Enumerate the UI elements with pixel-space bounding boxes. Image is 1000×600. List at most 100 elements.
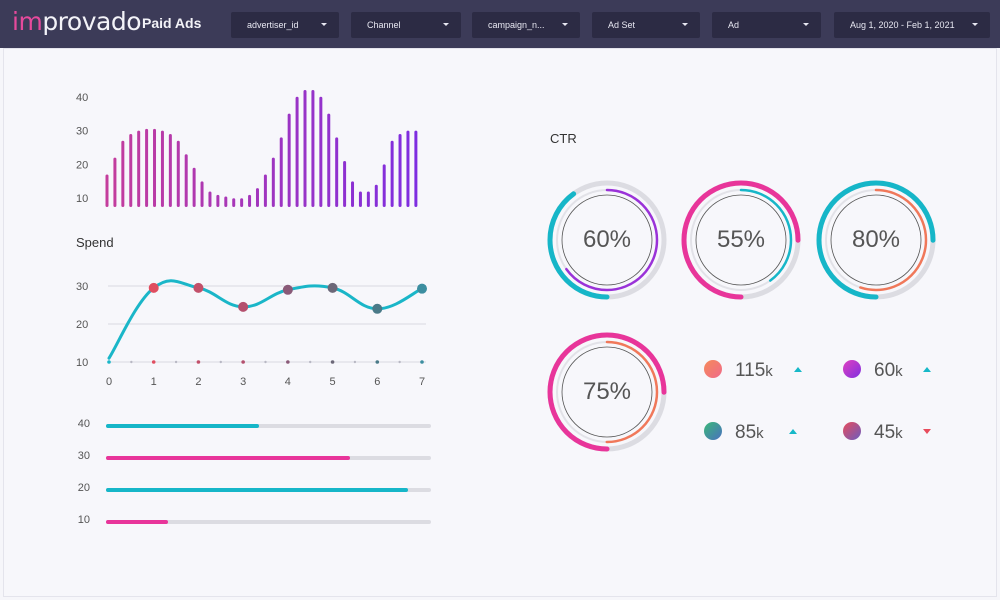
ctr-gauge <box>681 180 801 300</box>
baseline-dot <box>130 360 133 364</box>
chevron-down-icon <box>443 23 449 26</box>
hbar-fill <box>106 456 350 460</box>
stat-value: 60k <box>874 360 903 381</box>
hbar-fill <box>106 424 259 428</box>
dropdown-label: Ad Set <box>608 20 636 30</box>
stat-color-dot <box>704 422 722 440</box>
line-point[interactable] <box>417 283 427 294</box>
bar-mark <box>414 130 418 207</box>
bar-mark <box>319 96 323 207</box>
line-point[interactable] <box>148 282 159 293</box>
ad-dropdown[interactable]: Ad <box>712 12 821 38</box>
bar-mark <box>295 96 299 207</box>
bar-mark <box>390 140 394 207</box>
line-points <box>148 282 427 314</box>
bar-yticks: 10 20 30 40 <box>76 92 88 205</box>
bar-mark <box>406 130 410 207</box>
campaign-name-dropdown[interactable]: campaign_n... <box>472 12 580 38</box>
gauge-outer-arc <box>681 180 801 300</box>
stat-unit: k <box>895 425 903 442</box>
bar-chart-ytick-label: 30 <box>76 126 88 138</box>
bar-mark <box>137 130 141 207</box>
line-point[interactable] <box>327 282 338 293</box>
stat-color-dot <box>704 360 722 378</box>
logo-prefix: im <box>12 7 43 36</box>
advertiser-id-dropdown[interactable]: advertiser_id <box>231 12 339 38</box>
chevron-down-icon <box>562 23 568 26</box>
bar-mark <box>208 191 212 207</box>
baseline-dot <box>174 360 178 364</box>
hbar-fill <box>106 520 168 524</box>
line-xtick-label: 4 <box>285 376 291 388</box>
bar-mark <box>335 137 339 207</box>
baseline-dot <box>309 360 312 364</box>
bar-mark <box>240 198 244 207</box>
hbar-track <box>106 520 431 524</box>
gauge-center <box>695 194 787 286</box>
baseline-dot <box>353 360 357 364</box>
bar-mark <box>351 181 355 207</box>
baseline-dot <box>286 360 290 364</box>
line-baseline-dots <box>107 360 424 364</box>
gauge-outer-arc <box>547 180 667 300</box>
chevron-down-icon <box>682 23 688 26</box>
line-xtick-label: 0 <box>106 376 112 388</box>
gauge-outer-arc <box>547 332 667 452</box>
date-range-dropdown[interactable]: Aug 1, 2020 - Feb 1, 2021 <box>834 12 990 38</box>
hbar-track <box>106 456 431 460</box>
line-xtick-label: 1 <box>151 376 157 388</box>
gauge-inner-arc <box>824 188 928 292</box>
bar-chart: 10 20 30 40 <box>76 90 418 207</box>
gauge-value: 60% <box>582 226 632 253</box>
bar-marks <box>105 90 418 207</box>
line-xticks: 0 1 2 3 4 5 6 7 <box>106 376 425 388</box>
line-xtick-label: 6 <box>374 376 380 388</box>
line-ytick-label: 20 <box>76 319 88 331</box>
ctr-gauge <box>816 180 936 300</box>
bar-mark <box>382 164 386 207</box>
bar-mark <box>113 157 117 207</box>
ad-set-dropdown[interactable]: Ad Set <box>592 12 700 38</box>
ctr-stat: 45k <box>843 420 943 444</box>
baseline-dot <box>196 360 201 364</box>
bar-mark <box>184 154 188 207</box>
bar-chart-ytick-label: 20 <box>76 159 88 171</box>
gauge-inner-arc <box>689 188 793 292</box>
trend-up-icon <box>794 367 802 372</box>
bar-mark <box>311 90 315 207</box>
line-point[interactable] <box>282 284 293 295</box>
line-point[interactable] <box>238 301 249 312</box>
line-point[interactable] <box>372 303 383 314</box>
hbar-track <box>106 488 431 492</box>
line-ytick-label: 10 <box>76 357 88 369</box>
bar-mark <box>200 181 204 207</box>
bar-mark <box>129 133 133 207</box>
stat-value: 85k <box>735 422 764 443</box>
bar-mark <box>374 184 378 207</box>
improvado-logo[interactable]: improvado <box>12 7 141 36</box>
bar-mark <box>145 128 149 207</box>
line-point[interactable] <box>193 282 204 293</box>
stat-unit: k <box>895 363 903 380</box>
hbar-label: 40 <box>77 418 90 430</box>
gauge-value: 80% <box>851 226 901 253</box>
bar-mark <box>366 191 370 207</box>
ctr-gauge <box>547 332 667 452</box>
bar-mark <box>216 194 220 207</box>
baseline-dot <box>151 360 156 364</box>
dropdown-label: Channel <box>367 20 401 30</box>
stat-value: 45k <box>874 422 903 443</box>
dropdown-label: advertiser_id <box>247 20 299 30</box>
bar-mark <box>303 90 307 207</box>
line-xtick-label: 5 <box>330 376 336 388</box>
channel-dropdown[interactable]: Channel <box>351 12 461 38</box>
bar-mark <box>271 157 275 207</box>
dropdown-label: Ad <box>728 20 740 30</box>
bar-chart-ytick-label: 10 <box>76 193 88 205</box>
spend-line-chart: 10 20 30 0 1 2 3 4 5 6 7 <box>76 279 427 388</box>
stat-unit: k <box>765 363 773 380</box>
bar-mark <box>287 113 291 207</box>
ctr-stat: 115k <box>704 358 804 382</box>
bar-mark <box>279 137 283 207</box>
bar-mark <box>263 174 267 207</box>
